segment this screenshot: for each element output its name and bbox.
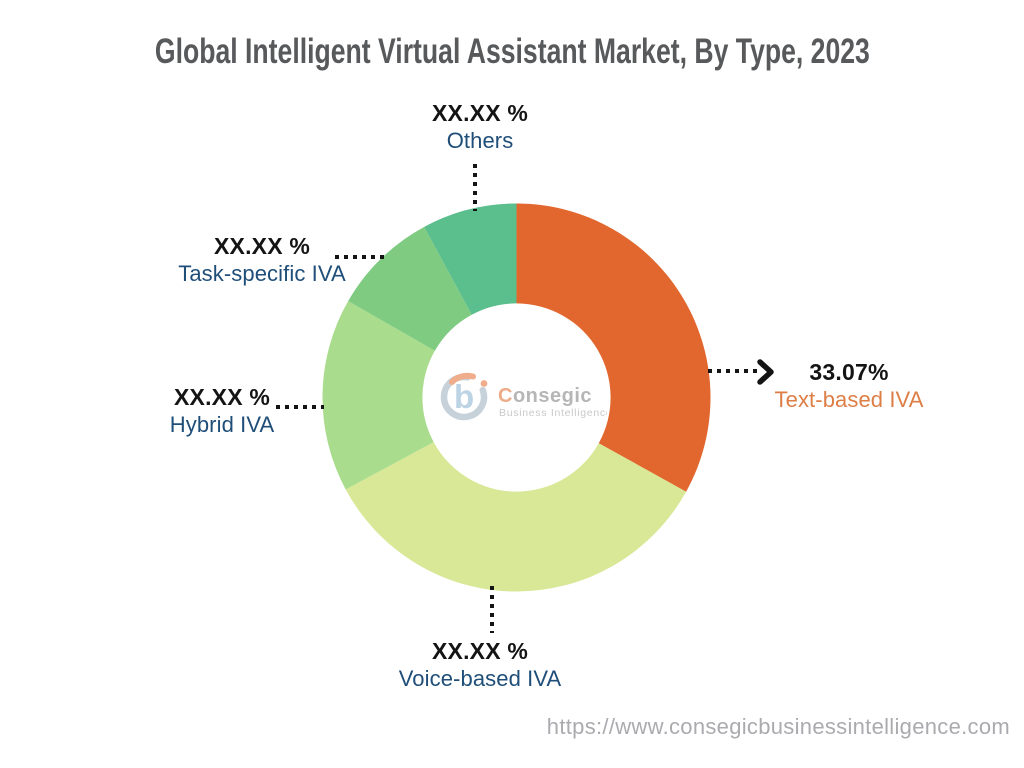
- callout-voice-based-value: XX.XX %: [432, 638, 528, 664]
- connector-text-based: [708, 369, 758, 373]
- donut-slice-text-based-iva: [516, 203, 711, 492]
- arrow-head-icon: [756, 359, 776, 390]
- watermark-tagline: Business Intelligence: [499, 407, 607, 419]
- source-url: https://www.consegicbusinessintelligence…: [546, 714, 1010, 739]
- donut-slice-hybrid-iva: [322, 301, 435, 490]
- connector-others: [473, 164, 477, 211]
- callout-hybrid: XX.XX % Hybrid IVA: [170, 384, 275, 440]
- connector-task-specific: [335, 255, 387, 259]
- callout-text-based: 33.07% Text-based IVA: [775, 359, 924, 415]
- consegic-b-icon: b: [440, 372, 488, 421]
- callout-voice-based: XX.XX % Voice-based IVA: [399, 638, 562, 694]
- callout-others: XX.XX % Others: [432, 100, 528, 156]
- svg-text:b: b: [454, 378, 474, 415]
- donut-slice-task-specific-iva: [348, 226, 472, 351]
- donut-slice-voice-based-iva: [345, 442, 687, 592]
- page-title: Global Intelligent Virtual Assistant Mar…: [0, 33, 1024, 71]
- callout-task-specific-value: XX.XX %: [214, 233, 310, 259]
- connector-voice-based: [490, 586, 494, 633]
- callout-hybrid-value: XX.XX %: [173, 384, 270, 410]
- consegic-logo: b Consegic Business Intelligence: [440, 372, 612, 421]
- connector-hybrid: [276, 405, 324, 409]
- callout-task-specific-label: Task-specific IVA: [178, 261, 346, 286]
- donut-slice-others: [424, 203, 517, 315]
- callout-task-specific: XX.XX % Task-specific IVA: [178, 233, 346, 289]
- callout-others-value: XX.XX %: [432, 100, 528, 126]
- callout-text-based-label: Text-based IVA: [774, 387, 924, 412]
- consegic-watermark: b Consegic Business Intelligence: [432, 368, 612, 433]
- callout-voice-based-label: Voice-based IVA: [398, 666, 562, 691]
- callout-text-based-value: 33.07%: [809, 359, 889, 385]
- watermark-brand: Consegic: [498, 385, 592, 407]
- page-title-text: Global Intelligent Virtual Assistant Mar…: [154, 32, 870, 71]
- callout-others-label: Others: [446, 128, 514, 153]
- callout-hybrid-label: Hybrid IVA: [169, 412, 275, 437]
